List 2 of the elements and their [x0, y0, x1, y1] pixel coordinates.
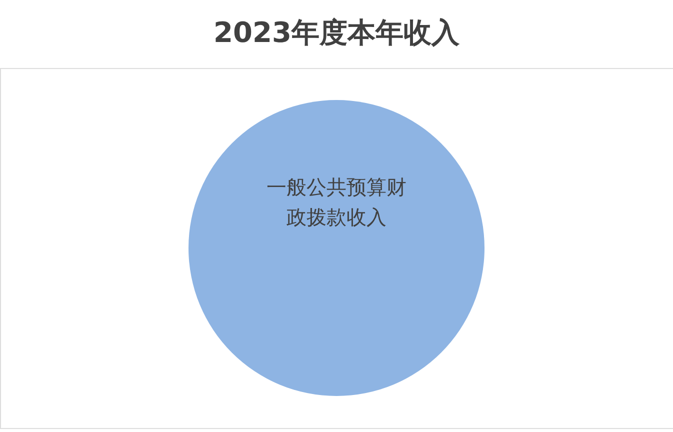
- slice-label: 一般公共预算财政拨款收入: [266, 175, 406, 229]
- chart-title: 2023年度本年收入: [214, 16, 460, 49]
